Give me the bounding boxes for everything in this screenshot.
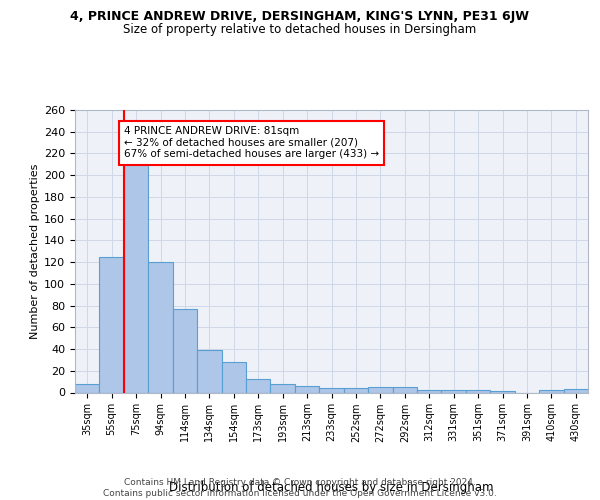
Bar (466, 390, 490, 392)
Bar (221, 362, 246, 392)
Text: Contains HM Land Registry data © Crown copyright and database right 2024.
Contai: Contains HM Land Registry data © Crown c… (103, 478, 497, 498)
Bar (197, 350, 221, 393)
Bar (392, 387, 417, 392)
Bar (75, 384, 100, 392)
Bar (539, 390, 563, 392)
Bar (442, 390, 466, 392)
Bar (271, 384, 295, 392)
Bar (100, 256, 124, 392)
X-axis label: Distribution of detached houses by size in Dersingham: Distribution of detached houses by size … (169, 480, 494, 494)
Bar (563, 389, 588, 392)
Text: Size of property relative to detached houses in Dersingham: Size of property relative to detached ho… (124, 22, 476, 36)
Bar (246, 380, 271, 392)
Bar (148, 262, 173, 392)
Bar (417, 390, 442, 392)
Text: 4, PRINCE ANDREW DRIVE, DERSINGHAM, KING'S LYNN, PE31 6JW: 4, PRINCE ANDREW DRIVE, DERSINGHAM, KING… (71, 10, 530, 23)
Y-axis label: Number of detached properties: Number of detached properties (30, 164, 40, 339)
Bar (368, 387, 392, 392)
Bar (173, 309, 197, 392)
Bar (124, 156, 148, 392)
Bar (295, 386, 319, 392)
Bar (319, 388, 344, 392)
Bar (344, 388, 368, 392)
Text: 4 PRINCE ANDREW DRIVE: 81sqm
← 32% of detached houses are smaller (207)
67% of s: 4 PRINCE ANDREW DRIVE: 81sqm ← 32% of de… (124, 126, 379, 160)
